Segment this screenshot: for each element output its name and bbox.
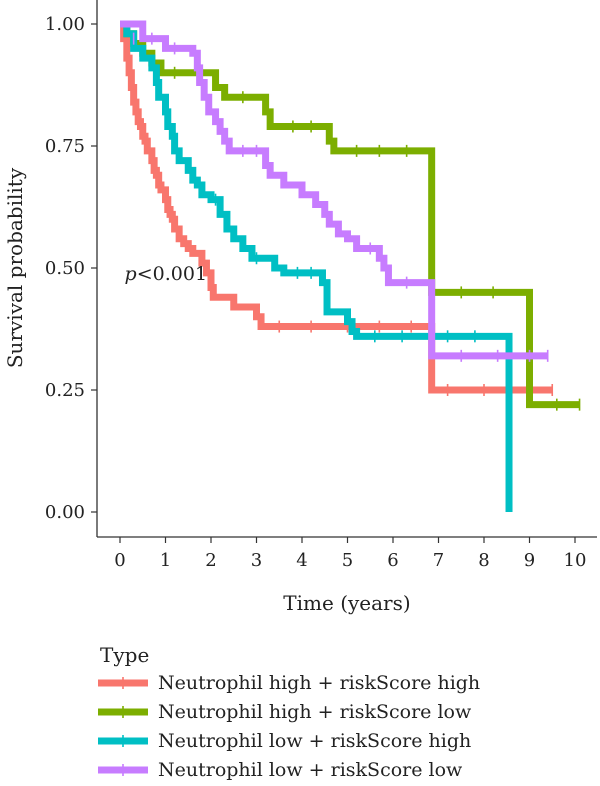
- x-tick-label: 6: [387, 550, 398, 571]
- legend-label: Neutrophil high + riskScore high: [158, 672, 480, 694]
- legend-label: Neutrophil high + riskScore low: [158, 701, 472, 723]
- legend: Type Neutrophil high + riskScore high Neu…: [98, 643, 480, 781]
- x-tick-label: 3: [251, 550, 262, 571]
- x-tick-label: 7: [433, 550, 444, 571]
- x-axis-title: Time (years): [283, 591, 410, 615]
- p-value-prefix: p: [125, 263, 137, 285]
- x-tick-label: 4: [296, 550, 307, 571]
- series-line: [120, 20, 553, 394]
- plot-area: [120, 20, 581, 512]
- p-value-text: <0.001: [137, 263, 207, 285]
- series-line: [120, 20, 513, 512]
- y-tick-label: 0.50: [45, 258, 85, 279]
- legend-title: Type: [100, 643, 149, 667]
- p-value-annotation: p<0.001: [125, 263, 208, 285]
- y-tick-label: 0.00: [45, 502, 85, 523]
- x-tick-label: 8: [478, 550, 489, 571]
- x-tick-label: 2: [205, 550, 216, 571]
- y-tick-label: 1.00: [45, 14, 85, 35]
- series-line: [120, 20, 580, 409]
- legend-label: Neutrophil low + riskScore low: [158, 759, 463, 781]
- x-tick-label: 10: [564, 550, 587, 571]
- y-tick-label: 0.75: [45, 136, 85, 157]
- series-line: [120, 20, 548, 360]
- legend-label: Neutrophil low + riskScore high: [158, 730, 471, 752]
- x-tick-label: 1: [160, 550, 171, 571]
- x-tick-label: 5: [342, 550, 353, 571]
- x-tick-label: 0: [114, 550, 125, 571]
- y-tick-label: 0.25: [45, 380, 85, 401]
- y-axis-title: Survival probability: [3, 167, 27, 368]
- y-axis: 0.00 0.25 0.50 0.75 1.00: [45, 0, 98, 537]
- x-tick-label: 9: [524, 550, 535, 571]
- x-axis: 0 1 2 3 4 5 6 7 8 9 10: [97, 536, 597, 571]
